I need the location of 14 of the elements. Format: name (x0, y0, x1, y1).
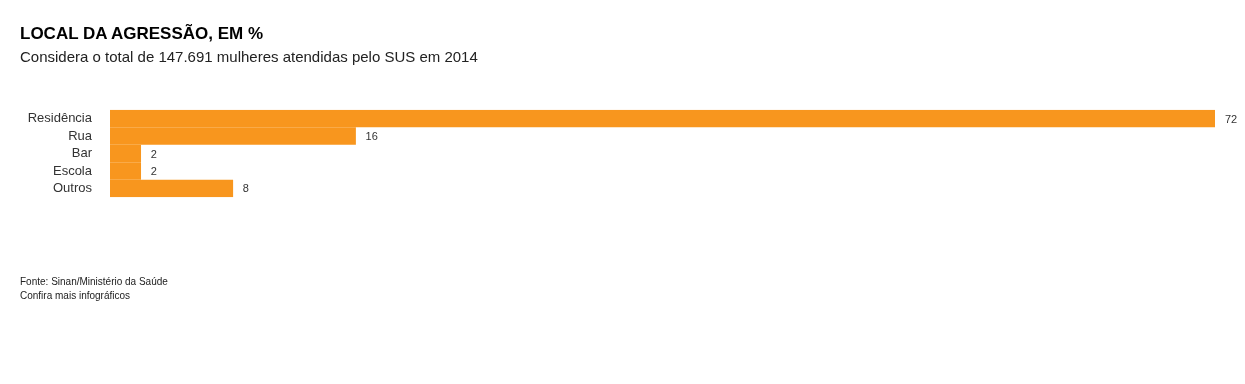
data-label: 2 (150, 147, 157, 160)
data-label: 16 (365, 130, 378, 143)
text: Confira mais infográficos (20, 289, 132, 303)
y-tick-label: Outros (52, 180, 93, 196)
y-tick-label: Bar (71, 145, 93, 161)
y-tick-label: Rua (68, 127, 93, 143)
y-tick-label: Residência (27, 110, 93, 126)
chart-title: LOCAL DA AGRESSÃO, EM % (20, 24, 264, 44)
data-label: 8 (242, 182, 249, 195)
source-note: Fonte: Sinan/Ministério da Saúde (20, 275, 168, 289)
y-tick-label: Escola (52, 162, 93, 178)
chart-subtitle: Considera o total de 147.691 mulheres atendidas pelo SUS em 2014 (20, 48, 478, 65)
data-label: 2 (150, 165, 157, 178)
data-label: 72 (1225, 112, 1238, 125)
